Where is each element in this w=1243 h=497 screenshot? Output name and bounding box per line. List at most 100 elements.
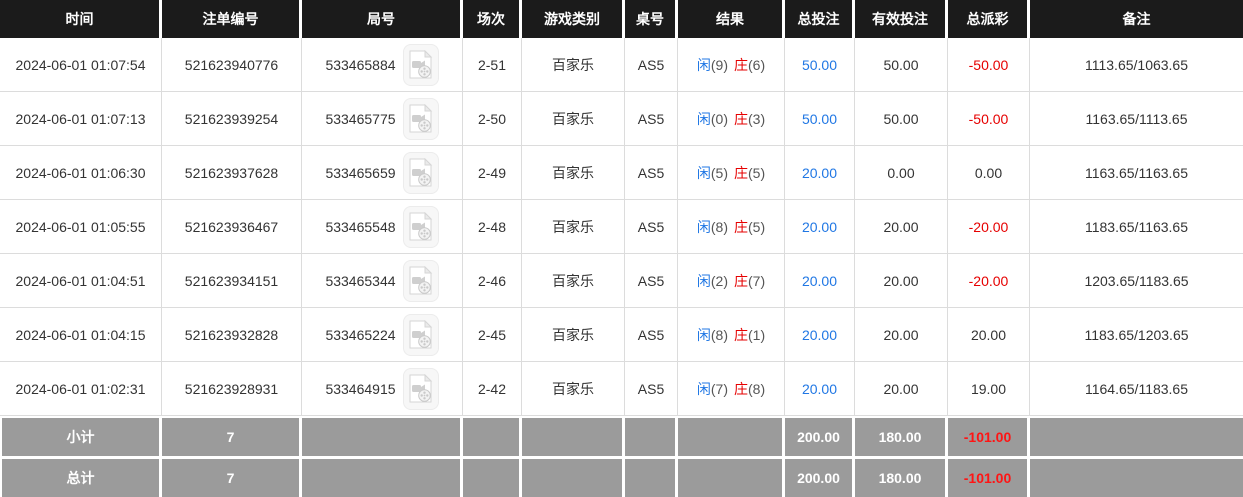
- time-cell: 2024-06-01 01:04:51: [0, 254, 162, 308]
- bet-id-cell: 521623928931: [162, 362, 302, 416]
- total-bet-link[interactable]: 20.00: [801, 164, 838, 181]
- video-replay-button[interactable]: [402, 367, 439, 410]
- result-player-score: (8): [710, 326, 728, 343]
- subtotal-valid-bet: 180.00: [855, 416, 948, 459]
- total-payout-cell: 20.00: [948, 308, 1030, 362]
- result-cell: 闲(2) 庄(7): [678, 254, 785, 308]
- result-banker-score: (5): [748, 218, 766, 235]
- result-banker-label: 庄: [734, 164, 748, 181]
- total-bet-link[interactable]: 20.00: [801, 326, 838, 343]
- bet-id-cell: 521623934151: [162, 254, 302, 308]
- time-cell: 2024-06-01 01:04:15: [0, 308, 162, 362]
- col-header-result: 结果: [678, 0, 785, 38]
- time-cell: 2024-06-01 01:07:13: [0, 92, 162, 146]
- remark-cell: 1163.65/1163.65: [1030, 146, 1243, 200]
- video-file-icon: [409, 50, 433, 79]
- game-type-cell: 百家乐: [522, 92, 625, 146]
- subtotal-total-payout: -101.00: [948, 416, 1030, 459]
- result-cell: 闲(8) 庄(1): [678, 308, 785, 362]
- video-replay-button[interactable]: [402, 259, 439, 302]
- result-cell: 闲(8) 庄(5): [678, 200, 785, 254]
- total-payout-cell: -50.00: [948, 38, 1030, 92]
- result-banker-score: (3): [748, 110, 766, 127]
- round-cell: 533464915: [302, 362, 463, 416]
- result-banker-label: 庄: [734, 380, 748, 397]
- table-footer: 小计 7 200.00 180.00 -101.00 总计 7 200.00 1…: [0, 416, 1243, 497]
- table-body: 2024-06-01 01:07:54 521623940776 5334658…: [0, 38, 1243, 416]
- total-bet-cell: 20.00: [785, 146, 855, 200]
- remark-cell: 1203.65/1183.65: [1030, 254, 1243, 308]
- round-id: 533464915: [325, 380, 396, 397]
- total-bet-link[interactable]: 20.00: [801, 380, 838, 397]
- video-replay-button[interactable]: [402, 97, 439, 140]
- bet-id-cell: 521623932828: [162, 308, 302, 362]
- round-cell: 533465775: [302, 92, 463, 146]
- total-bet-link[interactable]: 50.00: [801, 110, 838, 127]
- bet-id-cell: 521623937628: [162, 146, 302, 200]
- subtotal-row: 小计 7 200.00 180.00 -101.00: [0, 416, 1243, 459]
- total-payout-cell: -50.00: [948, 92, 1030, 146]
- grand-total-total-payout: -101.00: [948, 459, 1030, 497]
- video-replay-button[interactable]: [402, 151, 439, 194]
- table-row: 2024-06-01 01:07:54 521623940776 5334658…: [0, 38, 1243, 92]
- result-cell: 闲(0) 庄(3): [678, 92, 785, 146]
- col-header-remark: 备注: [1030, 0, 1243, 38]
- table-no-cell: AS5: [625, 38, 678, 92]
- total-bet-cell: 50.00: [785, 92, 855, 146]
- result-player-score: (2): [710, 272, 728, 289]
- video-file-icon: [409, 212, 433, 241]
- subtotal-label: 小计: [0, 416, 162, 459]
- valid-bet-cell: 50.00: [855, 38, 948, 92]
- col-header-total-bet: 总投注: [785, 0, 855, 38]
- round-id: 533465659: [325, 164, 396, 181]
- valid-bet-cell: 20.00: [855, 362, 948, 416]
- result-banker-score: (7): [748, 272, 766, 289]
- valid-bet-cell: 50.00: [855, 92, 948, 146]
- game-type-cell: 百家乐: [522, 254, 625, 308]
- session-cell: 2-50: [463, 92, 522, 146]
- round-cell: 533465884: [302, 38, 463, 92]
- total-bet-cell: 20.00: [785, 200, 855, 254]
- total-bet-link[interactable]: 20.00: [801, 218, 838, 235]
- result-player-score: (7): [710, 380, 728, 397]
- remark-cell: 1183.65/1163.65: [1030, 200, 1243, 254]
- total-payout-cell: 19.00: [948, 362, 1030, 416]
- table-row: 2024-06-01 01:04:51 521623934151 5334653…: [0, 254, 1243, 308]
- grand-total-total-bet: 200.00: [785, 459, 855, 497]
- session-cell: 2-48: [463, 200, 522, 254]
- total-bet-link[interactable]: 20.00: [801, 272, 838, 289]
- result-cell: 闲(9) 庄(6): [678, 38, 785, 92]
- result-player-score: (5): [710, 164, 728, 181]
- result-cell: 闲(7) 庄(8): [678, 362, 785, 416]
- session-cell: 2-49: [463, 146, 522, 200]
- round-id: 533465884: [325, 56, 396, 73]
- result-player-label: 闲: [696, 272, 711, 289]
- total-bet-link[interactable]: 50.00: [801, 56, 838, 73]
- result-banker-score: (6): [748, 56, 766, 73]
- result-banker-score: (5): [748, 164, 766, 181]
- bet-id-cell: 521623936467: [162, 200, 302, 254]
- video-file-icon: [409, 158, 433, 187]
- video-replay-button[interactable]: [402, 313, 439, 356]
- video-replay-button[interactable]: [402, 43, 439, 86]
- valid-bet-cell: 20.00: [855, 308, 948, 362]
- table-row: 2024-06-01 01:04:15 521623932828 5334652…: [0, 308, 1243, 362]
- time-cell: 2024-06-01 01:02:31: [0, 362, 162, 416]
- time-cell: 2024-06-01 01:06:30: [0, 146, 162, 200]
- valid-bet-cell: 20.00: [855, 254, 948, 308]
- result-player-score: (9): [710, 56, 728, 73]
- bet-id-cell: 521623939254: [162, 92, 302, 146]
- col-header-round-id: 局号: [302, 0, 463, 38]
- total-payout-cell: -20.00: [948, 200, 1030, 254]
- session-cell: 2-46: [463, 254, 522, 308]
- result-banker-label: 庄: [734, 110, 748, 127]
- table-row: 2024-06-01 01:07:13 521623939254 5334657…: [0, 92, 1243, 146]
- col-header-table-no: 桌号: [625, 0, 678, 38]
- video-replay-button[interactable]: [402, 205, 439, 248]
- bet-id-cell: 521623940776: [162, 38, 302, 92]
- grand-total-count: 7: [162, 459, 302, 497]
- remark-cell: 1163.65/1113.65: [1030, 92, 1243, 146]
- round-cell: 533465548: [302, 200, 463, 254]
- game-type-cell: 百家乐: [522, 308, 625, 362]
- session-cell: 2-42: [463, 362, 522, 416]
